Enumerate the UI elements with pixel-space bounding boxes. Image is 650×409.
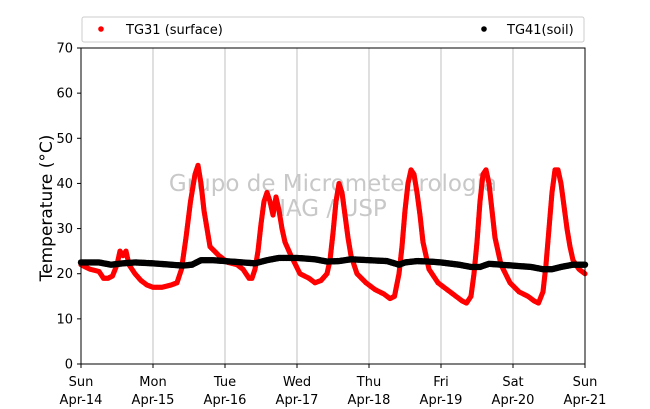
x-tick-date-label: Apr-17 [276, 393, 319, 408]
gridlines [152, 48, 514, 364]
legend-marker-tg31 [98, 26, 104, 32]
x-tick-date-label: Apr-19 [420, 393, 463, 408]
x-tick-day-label: Thu [356, 375, 381, 390]
x-tick-date-label: Apr-18 [348, 393, 391, 408]
y-tick-label: 0 [65, 358, 73, 373]
x-tick-date-label: Apr-16 [204, 393, 247, 408]
y-axis-label: Temperature (°C) [37, 135, 57, 283]
x-tick-day-label: Sat [502, 375, 523, 390]
watermark-line-1: Grupo de Micrometeorologia [169, 171, 497, 197]
legend-box [81, 16, 585, 43]
series-tg41-soil [77, 254, 589, 273]
y-tick-label: 10 [56, 312, 73, 327]
x-tick-date-label: Apr-21 [564, 393, 607, 408]
y-tick-label: 40 [56, 177, 73, 192]
data-series [77, 162, 589, 306]
legend-label-tg41: TG41(soil) [506, 23, 574, 38]
x-axis: Sun Apr-14 Mon Apr-15 Tue Apr-16 Wed Apr-17 Thu A… [60, 364, 607, 408]
plot-frame [80, 47, 586, 365]
x-tick-day-label: Sun [69, 375, 94, 390]
x-tick-day-label: Tue [213, 375, 236, 390]
x-tick-date-label: Apr-14 [60, 393, 103, 408]
x-tick-day-label: Wed [283, 375, 311, 390]
legend-marker-tg41 [481, 26, 487, 32]
x-tick-day-label: Sun [573, 375, 598, 390]
legend[interactable]: TG31 (surface) TG41(soil) [81, 16, 585, 43]
y-tick-label: 70 [56, 42, 73, 57]
y-tick-label: 50 [56, 132, 73, 147]
watermark: Grupo de Micrometeorologia IAG / USP [169, 171, 497, 222]
y-tick-label: 30 [56, 222, 73, 237]
x-tick-date-label: Apr-15 [132, 393, 175, 408]
series-tg31-surface [78, 162, 588, 306]
legend-label-tg31: TG31 (surface) [125, 23, 223, 38]
x-tick-day-label: Mon [139, 375, 166, 390]
y-tick-label: 60 [56, 87, 73, 102]
x-tick-date-label: Apr-20 [492, 393, 535, 408]
x-tick-day-label: Fri [433, 375, 449, 390]
y-axis: 0 10 20 30 40 50 60 70 [56, 42, 81, 373]
y-tick-label: 20 [56, 267, 73, 282]
